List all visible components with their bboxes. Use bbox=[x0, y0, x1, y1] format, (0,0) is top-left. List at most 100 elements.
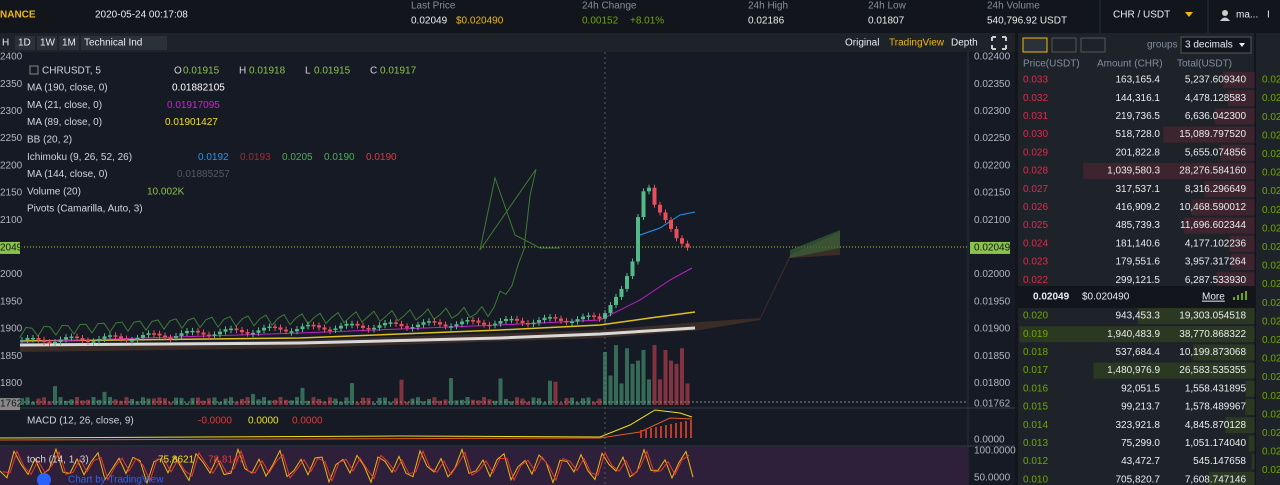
strip-price: 0.02 bbox=[1262, 354, 1280, 365]
credit[interactable]: Chart by TradingView bbox=[68, 475, 164, 485]
groups-value[interactable]: 3 decimals bbox=[1185, 40, 1233, 51]
ob-price[interactable]: 0.017 bbox=[1023, 365, 1048, 376]
ob-price[interactable]: 0.013 bbox=[1023, 438, 1048, 449]
view-toggle[interactable] bbox=[1080, 37, 1106, 53]
ob-amount: 144,316.1 bbox=[1116, 93, 1161, 104]
depth-bar bbox=[1137, 308, 1255, 324]
user[interactable]: ma... bbox=[1236, 10, 1258, 21]
symbol[interactable]: CHRUSDT, 5 bbox=[42, 66, 101, 77]
ob-price[interactable]: 0.030 bbox=[1023, 129, 1048, 140]
interval-button[interactable] bbox=[37, 36, 57, 50]
indicator-name[interactable]: MA (190, close, 0) bbox=[27, 83, 108, 94]
ob-price[interactable]: 0.025 bbox=[1023, 220, 1048, 231]
ob-total: 5,655.074856 bbox=[1185, 147, 1247, 158]
ob-price[interactable]: 0.024 bbox=[1023, 238, 1048, 249]
volume-bar bbox=[355, 402, 360, 405]
left-tick: 2200 bbox=[0, 160, 23, 171]
ob-price[interactable]: 0.023 bbox=[1023, 257, 1048, 268]
macd-hist bbox=[640, 430, 642, 438]
ob-price[interactable]: 0.032 bbox=[1023, 93, 1048, 104]
indicator-name[interactable]: Ichimoku (9, 26, 52, 26) bbox=[27, 152, 132, 163]
candle bbox=[625, 276, 629, 289]
indicator-name[interactable]: Volume (20) bbox=[27, 186, 81, 197]
ob-price[interactable]: 0.027 bbox=[1023, 184, 1048, 195]
ob-more[interactable]: More bbox=[1202, 292, 1225, 303]
signal-bar bbox=[1245, 291, 1247, 300]
macd-name[interactable]: MACD (12, 26, close, 9) bbox=[27, 416, 134, 427]
interval[interactable]: 1W bbox=[40, 38, 56, 49]
ob-price[interactable]: 0.029 bbox=[1023, 147, 1048, 158]
strip-price: 0.02 bbox=[1262, 75, 1280, 86]
ob-price[interactable]: 0.018 bbox=[1023, 347, 1048, 358]
ob-total: 38,770.868322 bbox=[1179, 329, 1246, 340]
candle bbox=[647, 187, 651, 192]
interval[interactable]: 1D bbox=[18, 38, 31, 49]
volume-bar bbox=[284, 399, 288, 405]
volume-bar bbox=[240, 398, 244, 405]
indicator-name[interactable]: Pivots (Camarilla, Auto, 3) bbox=[27, 204, 143, 215]
ob-amount: 99,213.7 bbox=[1121, 402, 1160, 413]
indicator-value: 0.0205 bbox=[282, 152, 313, 163]
interval[interactable]: Technical Ind bbox=[84, 38, 142, 49]
candle bbox=[581, 316, 585, 320]
candle bbox=[185, 331, 189, 334]
stoch-k bbox=[0, 447, 694, 485]
ob-price[interactable]: 0.020 bbox=[1023, 311, 1048, 322]
indicator-name[interactable]: BB (20, 2) bbox=[27, 135, 72, 146]
pair[interactable]: CHR / USDT bbox=[1113, 10, 1170, 21]
volume-bar bbox=[625, 348, 629, 405]
view-toggle[interactable] bbox=[1022, 37, 1048, 53]
ob-price[interactable]: 0.026 bbox=[1023, 202, 1048, 213]
volume-bar bbox=[377, 397, 382, 405]
macd-hist bbox=[670, 424, 672, 438]
volume-bar bbox=[69, 399, 74, 405]
interval[interactable]: 1M bbox=[62, 38, 76, 49]
volume-bar bbox=[64, 400, 68, 405]
volume-bar bbox=[416, 397, 420, 405]
strip-price: 0.02 bbox=[1262, 168, 1280, 179]
depth-bar bbox=[1230, 254, 1255, 270]
groups-select[interactable] bbox=[1180, 36, 1252, 54]
indicator-name[interactable]: MA (144, close, 0) bbox=[27, 169, 108, 180]
ob-price[interactable]: 0.022 bbox=[1023, 275, 1048, 286]
indicator-value: 0.01917095 bbox=[167, 100, 220, 111]
volume-bar bbox=[245, 397, 250, 405]
ob-price[interactable]: 0.015 bbox=[1023, 402, 1048, 413]
interval-button[interactable] bbox=[59, 36, 79, 50]
ob-price[interactable]: 0.028 bbox=[1023, 166, 1048, 177]
volume-bar bbox=[31, 401, 35, 405]
volume-bar bbox=[603, 352, 607, 405]
volume-bar bbox=[399, 379, 404, 405]
view-tab[interactable]: Original bbox=[845, 38, 879, 49]
candle bbox=[515, 318, 519, 321]
ob-price[interactable]: 0.014 bbox=[1023, 420, 1048, 431]
ohlc-key: C bbox=[370, 66, 377, 77]
ob-price[interactable]: 0.010 bbox=[1023, 474, 1048, 485]
ob-price[interactable]: 0.016 bbox=[1023, 383, 1048, 394]
volume-bar bbox=[366, 397, 371, 405]
interval-button[interactable] bbox=[15, 36, 35, 50]
ob-price[interactable]: 0.019 bbox=[1023, 329, 1048, 340]
ob-price[interactable]: 0.012 bbox=[1023, 456, 1048, 467]
volume-bar bbox=[300, 387, 305, 405]
interval-button[interactable] bbox=[81, 36, 167, 50]
depth-bar bbox=[1019, 326, 1255, 343]
stat-value: 0.01807 bbox=[868, 16, 905, 27]
interval[interactable]: H bbox=[2, 38, 9, 49]
ob-amount: 537,684.4 bbox=[1116, 347, 1161, 358]
ob-price[interactable]: 0.031 bbox=[1023, 111, 1048, 122]
volume-bar bbox=[234, 401, 239, 405]
candle bbox=[102, 336, 107, 339]
ob-total: 1,558.431895 bbox=[1185, 383, 1247, 394]
stoch-value: 78.8147 bbox=[208, 455, 245, 466]
candle bbox=[251, 332, 255, 335]
ob-price[interactable]: 0.033 bbox=[1023, 75, 1048, 86]
view-tab[interactable]: TradingView bbox=[889, 38, 945, 49]
indicator-name[interactable]: MA (21, close, 0) bbox=[27, 100, 102, 111]
fullscreen-icon[interactable] bbox=[991, 36, 1007, 50]
candle bbox=[399, 323, 404, 327]
view-toggle[interactable] bbox=[1051, 37, 1077, 53]
view-tab[interactable]: Depth bbox=[951, 38, 978, 49]
indicator-name[interactable]: MA (89, close, 0) bbox=[27, 117, 102, 128]
macd-hist bbox=[675, 423, 677, 438]
